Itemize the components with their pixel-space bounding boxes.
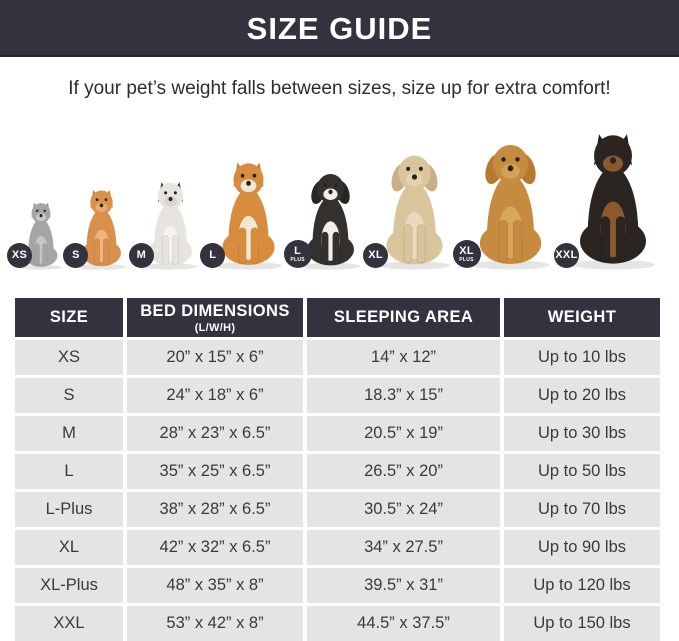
bed-dimensions-cell: 20” x 15” x 6”	[127, 340, 303, 375]
weight-cell: Up to 50 lbs	[504, 454, 660, 489]
size-badge-label: XS	[11, 249, 28, 261]
sleeping-area-cell: 26.5” x 20”	[307, 454, 500, 489]
sleeping-area-cell: 14” x 12”	[307, 340, 500, 375]
column-header-sleeping-area: SLEEPING AREA	[307, 298, 500, 337]
column-header-label: SLEEPING AREA	[333, 308, 474, 326]
lineup-item-xxl: XXL	[553, 131, 663, 270]
bed-dimensions-cell: 35” x 25” x 6.5”	[127, 454, 303, 489]
size-cell: XS	[15, 340, 123, 375]
weight-cell: Up to 20 lbs	[504, 378, 660, 413]
size-cell: XL	[15, 530, 123, 565]
bed-dimensions-cell: 28” x 23” x 6.5”	[127, 416, 303, 451]
size-badge-sublabel: PLUS	[459, 256, 474, 263]
bed-dimensions-cell: 48” x 35” x 8”	[127, 568, 303, 603]
page-title: SIZE GUIDE	[246, 10, 433, 46]
weight-cell: Up to 150 lbs	[504, 606, 660, 641]
lineup-item-m: M	[128, 180, 203, 270]
size-badge-l-plus: L PLUS	[283, 240, 312, 268]
size-badge-l: L	[200, 243, 226, 268]
bed-dimensions-cell: 42” x 32” x 6.5”	[127, 530, 303, 565]
sleeping-area-cell: 20.5” x 19”	[307, 416, 500, 451]
size-badge-label: XXL	[555, 249, 578, 261]
size-badge-label: XL	[368, 249, 383, 261]
sleeping-area-cell: 39.5” x 31”	[307, 568, 500, 603]
golden-retriever-icon	[470, 144, 550, 270]
size-table: SIZE BED DIMENSIONS (L/W/H) SLEEPING AREA WE…	[15, 298, 660, 641]
size-cell: XXL	[15, 606, 123, 641]
size-cell: XL-Plus	[15, 568, 123, 603]
size-badge-xxl: XXL	[553, 243, 579, 268]
bed-dimensions-cell: 53” x 42” x 8”	[127, 606, 303, 641]
lineup-item-s: S	[63, 188, 131, 270]
sleeping-area-cell: 34” x 27.5”	[307, 530, 500, 565]
lineup-item-xl: XL	[363, 152, 457, 270]
weight-cell: Up to 70 lbs	[504, 492, 660, 527]
sleeping-area-cell: 18.3” x 15”	[307, 378, 500, 413]
sleeping-area-cell: 44.5” x 37.5”	[307, 606, 500, 641]
size-cell: L-Plus	[15, 492, 123, 527]
column-header-label: BED DIMENSIONS	[140, 301, 290, 320]
size-badge-label: L	[294, 244, 302, 257]
size-badge-label: XL	[459, 244, 474, 257]
size-cell: L	[15, 454, 123, 489]
sleeping-area-cell: 30.5” x 24”	[307, 492, 500, 527]
size-badge-xs: XS	[7, 243, 32, 268]
pomeranian-icon	[77, 189, 127, 270]
french-bulldog-icon	[143, 182, 198, 270]
weight-cell: Up to 120 lbs	[504, 568, 660, 603]
size-cell: S	[15, 378, 123, 413]
weight-cell: Up to 10 lbs	[504, 340, 660, 375]
column-header-label: SIZE	[49, 308, 89, 326]
subtitle-text: If your pet’s weight falls between sizes…	[68, 78, 611, 99]
column-header-weight: WEIGHT	[504, 298, 660, 337]
lineup-item-l-plus: L PLUS	[283, 171, 366, 270]
size-badge-sublabel: PLUS	[290, 256, 305, 263]
weight-cell: Up to 90 lbs	[504, 530, 660, 565]
size-badge-label: M	[136, 249, 147, 261]
cat-icon	[20, 202, 62, 270]
bed-dimensions-cell: 38” x 28” x 6.5”	[127, 492, 303, 527]
lineup-item-l: L	[200, 160, 288, 270]
size-cell: M	[15, 416, 123, 451]
size-badge-label: L	[209, 249, 217, 261]
border-collie-icon	[300, 174, 361, 270]
column-header-bed-dimensions: BED DIMENSIONS (L/W/H)	[127, 298, 303, 337]
shiba-inu-icon	[215, 162, 282, 270]
pet-size-lineup: XS S M	[0, 106, 679, 270]
size-badge-xl-plus: XL PLUS	[452, 240, 481, 268]
column-header-subnote: (L/W/H)	[194, 321, 236, 334]
bed-dimensions-cell: 24” x 18” x 6”	[127, 378, 303, 413]
weight-cell: Up to 30 lbs	[504, 416, 660, 451]
size-badge-s: S	[63, 243, 89, 268]
column-header-size: SIZE	[15, 298, 123, 337]
column-header-label: WEIGHT	[547, 308, 617, 326]
doberman-icon	[570, 134, 655, 270]
labrador-icon	[378, 155, 451, 270]
size-badge-m: M	[128, 243, 154, 268]
lineup-item-xs: XS	[7, 201, 66, 270]
size-badge-label: S	[72, 249, 80, 261]
size-badge-xl: XL	[363, 243, 389, 268]
header-banner: SIZE GUIDE	[0, 0, 679, 57]
lineup-item-xl-plus: XL PLUS	[452, 141, 557, 270]
